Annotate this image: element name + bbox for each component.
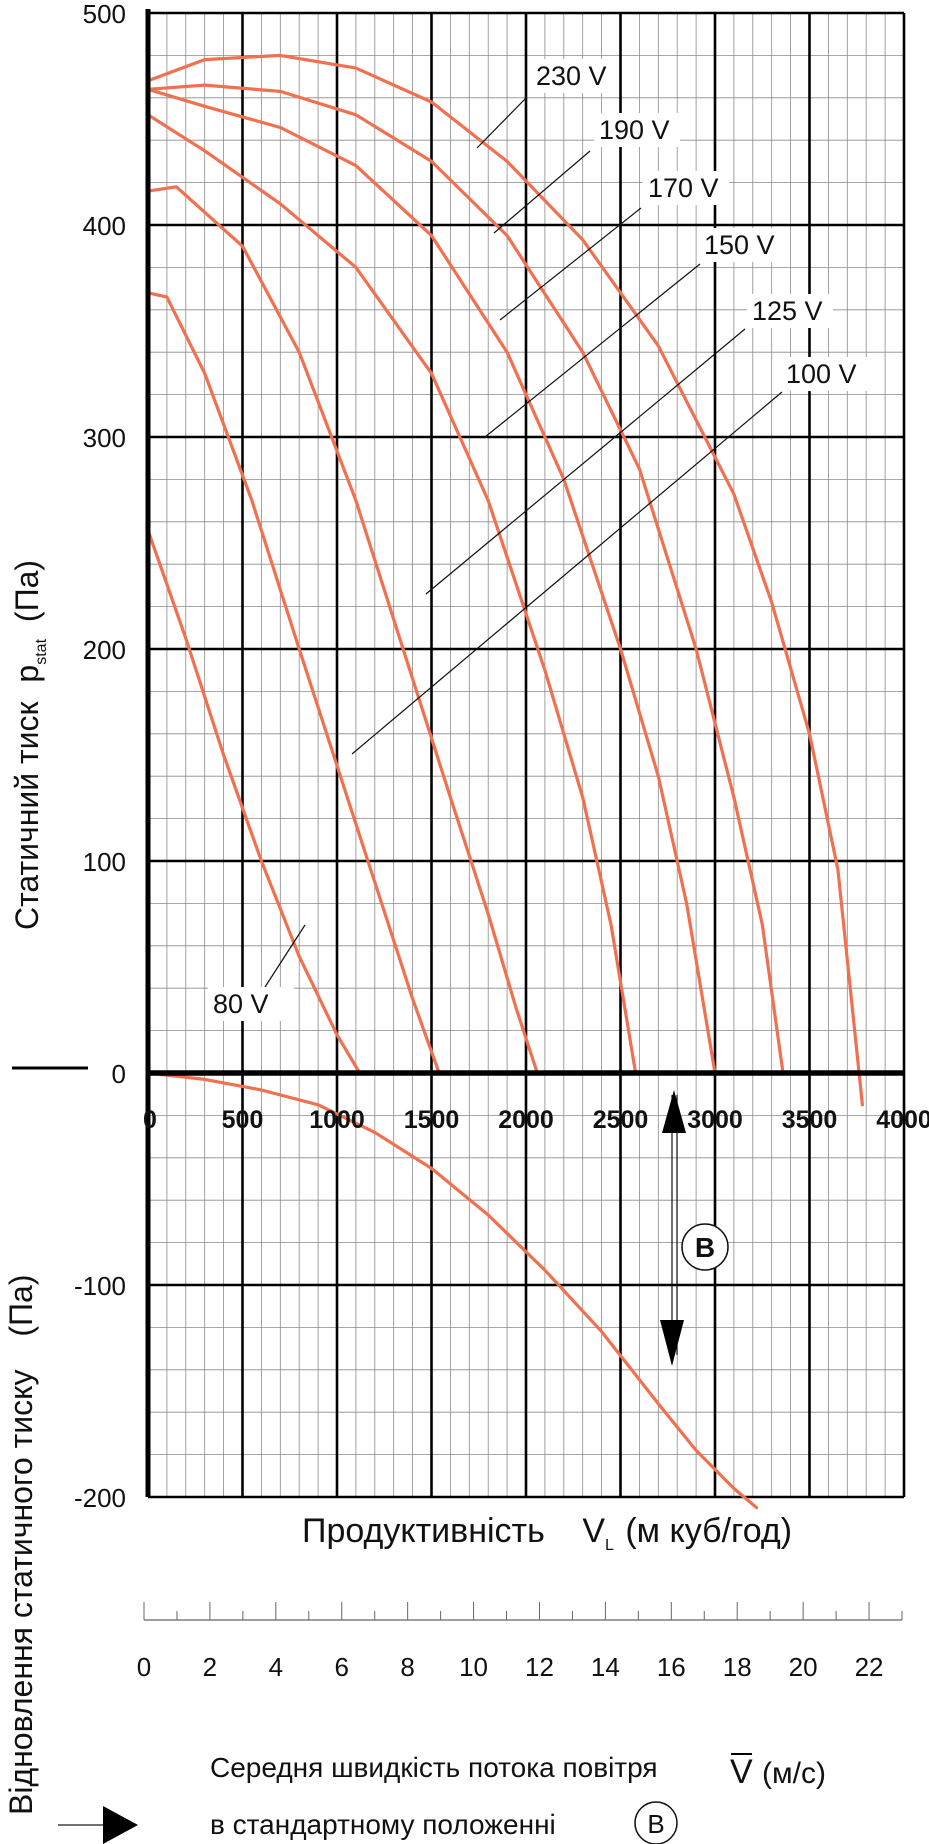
series-label-125-v: 125 V [752, 296, 823, 326]
series-label-bg [747, 294, 833, 328]
y-axis-label-upper: Статичний тиск pstat (Па) [9, 560, 53, 930]
x-tick-label: 3000 [687, 1106, 743, 1134]
y-axis-label-lower: Відновлення статичного тиску (Па) [3, 1275, 39, 1816]
velocity-scale: 0 2 4 6 8 10 12 14 16 18 20 22 [137, 1602, 903, 1682]
bottom-velocity-symbol: V [730, 1753, 753, 1791]
x-axis-label-main: Продуктивність [302, 1512, 545, 1550]
curve-125-v [146, 185, 539, 1075]
x-tick-label: 2000 [498, 1106, 554, 1134]
series-label-bg [531, 59, 617, 93]
x-tick-labels: 0 500 1000 1500 2000 2500 3000 3500 4000 [143, 1106, 929, 1134]
series-label-170-v: 170 V [648, 173, 719, 203]
x-tick-label: 1000 [309, 1106, 365, 1134]
series-label-190-v: 190 V [599, 115, 670, 145]
y-tick-label: -100 [74, 1271, 126, 1301]
series-label-bg [208, 987, 294, 1021]
x-tick-label: 500 [222, 1106, 264, 1134]
bottom-text-line-2: в стандартному положенні [210, 1809, 556, 1840]
series-label-bg [699, 228, 785, 262]
b-arrow-down-head [660, 1320, 684, 1366]
axes [145, 9, 904, 1497]
bottom-b-circle [634, 1801, 678, 1844]
leader-line-80-v [264, 924, 306, 988]
y-axis-label-symbol: p [9, 665, 45, 683]
velocity-tick-label: 2 [203, 1652, 217, 1682]
bottom-b-letter: B [647, 1809, 664, 1839]
x-tick-label: 3500 [782, 1106, 838, 1134]
leader-line-150-v [484, 263, 701, 438]
x-tick-label: 4000 [876, 1106, 929, 1134]
velocity-tick-label: 16 [657, 1652, 686, 1682]
y-axis-label-sub: stat [33, 638, 50, 664]
leader-line-100-v [351, 391, 783, 755]
x-tick-label: 2500 [593, 1106, 649, 1134]
x-axis-label: Продуктивність VL (м куб/год) [302, 1512, 792, 1558]
series-labels: 230 V 190 V 170 V 150 V 125 V 100 V 80 V [208, 59, 867, 1021]
curve-100-v [146, 291, 441, 1075]
leader-line-125-v [425, 328, 746, 595]
y-axis-label-lower-main: Відновлення статичного тиску [3, 1370, 39, 1816]
y-tick-label: 300 [83, 423, 126, 453]
curve-230-v [146, 53, 864, 1107]
velocity-tick-label: 0 [137, 1652, 151, 1682]
y-axis-label-lower-unit: (Па) [3, 1275, 39, 1337]
b-arrow-up-head [662, 1090, 686, 1133]
leader-line-190-v [493, 150, 591, 234]
performance-curves [146, 53, 864, 1510]
b-marker-circle [681, 1223, 729, 1271]
series-label-bg [781, 357, 867, 391]
curve-150-v [146, 113, 638, 1075]
curve-170-v [146, 87, 717, 1075]
b-marker-letter: B [695, 1232, 715, 1263]
y-tick-label: 0 [112, 1059, 126, 1089]
curve-190-v [146, 83, 785, 1075]
velocity-tick-label: 14 [591, 1652, 620, 1682]
velocity-tick-label: 6 [335, 1652, 349, 1682]
y-tick-labels: -200 -100 0 100 200 300 400 500 [74, 0, 126, 1513]
y-tick-label: 500 [83, 0, 126, 29]
b-range-marker: B [660, 1090, 729, 1366]
y-axis-label-main: Статичний тиск [9, 700, 45, 930]
series-label-bg [643, 171, 729, 205]
y-tick-label: 100 [83, 847, 126, 877]
velocity-tick-label: 22 [855, 1652, 884, 1682]
x-axis-label-unit: (м куб/год) [625, 1512, 792, 1550]
x-tick-label: 0 [143, 1106, 157, 1134]
y-tick-label: 400 [83, 211, 126, 241]
x-axis-label-sub: L [605, 1537, 614, 1554]
leader-line-170-v [499, 207, 642, 321]
bottom-arrow-head [103, 1806, 138, 1844]
series-label-100-v: 100 V [786, 359, 857, 389]
velocity-tick-label: 12 [525, 1652, 554, 1682]
x-tick-label: 1500 [404, 1106, 460, 1134]
y-tick-label: 200 [83, 635, 126, 665]
velocity-tick-label: 18 [723, 1652, 752, 1682]
leader-line-230-v [476, 96, 528, 149]
label-leader-lines [264, 96, 783, 988]
velocity-tick-label: 10 [459, 1652, 488, 1682]
velocity-tick-label: 8 [400, 1652, 414, 1682]
series-label-230-v: 230 V [536, 61, 607, 91]
velocity-tick-label: 20 [789, 1652, 818, 1682]
curve-80-v [146, 528, 362, 1075]
y-tick-label: -200 [74, 1483, 126, 1513]
x-axis-label-symbol: V [582, 1512, 605, 1550]
curve-pressure-recovery [146, 1071, 759, 1510]
bottom-text-line-1: Середня швидкість потока повітря [210, 1752, 658, 1783]
velocity-tick-label: 4 [269, 1652, 283, 1682]
y-axis-label-unit: (Па) [9, 560, 45, 622]
series-label-80-v: 80 V [213, 989, 269, 1019]
series-label-bg [594, 113, 680, 147]
series-label-150-v: 150 V [704, 230, 775, 260]
bottom-velocity-unit: (м/с) [762, 1757, 826, 1790]
